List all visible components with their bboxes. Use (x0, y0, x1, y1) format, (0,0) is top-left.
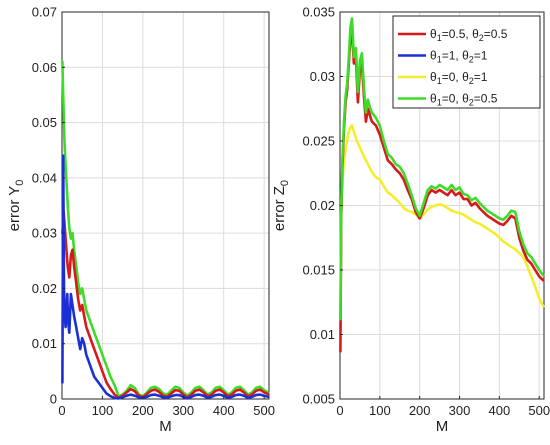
left-y-tick-label: 0.05 (32, 115, 57, 130)
left-y-tick-label: 0.07 (32, 5, 57, 20)
right-y-axis-label: error Z0 (271, 180, 291, 231)
right-y-tick-label: 0.015 (302, 263, 335, 278)
right-x-tick-label: 500 (528, 403, 550, 418)
right-x-tick-label: 100 (369, 403, 391, 418)
left-y-tick-label: 0.06 (32, 60, 57, 75)
left-y-axis-label: error Y0 (6, 180, 26, 232)
right-series-line-yellow (339, 124, 545, 330)
legend-label-green: θ1=0, θ2=0.5 (430, 92, 498, 108)
left-y-tick-label: 0.03 (32, 226, 57, 241)
right-y-tick-label: 0.025 (302, 134, 335, 149)
right-series-group (339, 17, 545, 353)
legend-box (392, 15, 541, 109)
legend: θ1=0.5, θ2=0.5 θ1=1, θ2=1 θ1=0, θ2=1 θ1=0, … (392, 15, 541, 109)
legend-label-blue: θ1=1, θ2=1 (430, 49, 488, 65)
left-x-tick-label: 300 (172, 403, 194, 418)
left-x-axis-label: M (159, 418, 172, 435)
left-y-tick-label: 0 (50, 392, 57, 407)
right-x-tick-label: 300 (449, 403, 471, 418)
chart-error-y0: 0 100 200 300 400 500 0 0.01 0.02 0.03 0.04 0.05 0.0… (6, 5, 275, 436)
left-gridlines (61, 11, 269, 400)
left-y-tick-label: 0.01 (32, 336, 57, 351)
left-x-tick-label: 500 (253, 403, 275, 418)
legend-entries: θ1=0.5, θ2=0.5 θ1=1, θ2=1 θ1=0, θ2=1 θ1=0, … (398, 27, 508, 108)
left-y-tick-label: 0.02 (32, 281, 57, 296)
right-x-axis-label: M (436, 418, 449, 435)
right-y-tick-label: 0.02 (310, 198, 335, 213)
left-tick-labels: 0 100 200 300 400 500 0 0.01 0.02 0.03 0.04 0.05 0.0… (32, 5, 275, 419)
left-x-tick-label: 100 (92, 403, 114, 418)
left-series-line-red (61, 209, 270, 400)
right-y-tick-label: 0.035 (302, 5, 335, 20)
legend-label-red: θ1=0.5, θ2=0.5 (430, 27, 508, 43)
chart-error-z0: 0 100 200 300 400 500 0.005 0.01 0.015 0.02 0.025 0… (271, 5, 550, 436)
legend-label-yellow: θ1=0, θ2=1 (430, 70, 488, 86)
right-y-tick-label: 0.03 (310, 69, 335, 84)
left-y-tick-label: 0.04 (32, 170, 57, 185)
right-x-tick-label: 0 (336, 403, 343, 418)
right-tick-labels: 0 100 200 300 400 500 0.005 0.01 0.015 0.02 0.025 0… (302, 5, 550, 419)
left-x-tick-label: 0 (58, 403, 65, 418)
right-series-line-green (339, 17, 545, 321)
right-x-tick-label: 400 (489, 403, 511, 418)
left-x-tick-label: 200 (132, 403, 154, 418)
left-x-tick-label: 400 (213, 403, 235, 418)
right-x-tick-label: 200 (409, 403, 431, 418)
right-y-tick-label: 0.01 (310, 327, 335, 342)
right-y-tick-label: 0.005 (302, 392, 335, 407)
